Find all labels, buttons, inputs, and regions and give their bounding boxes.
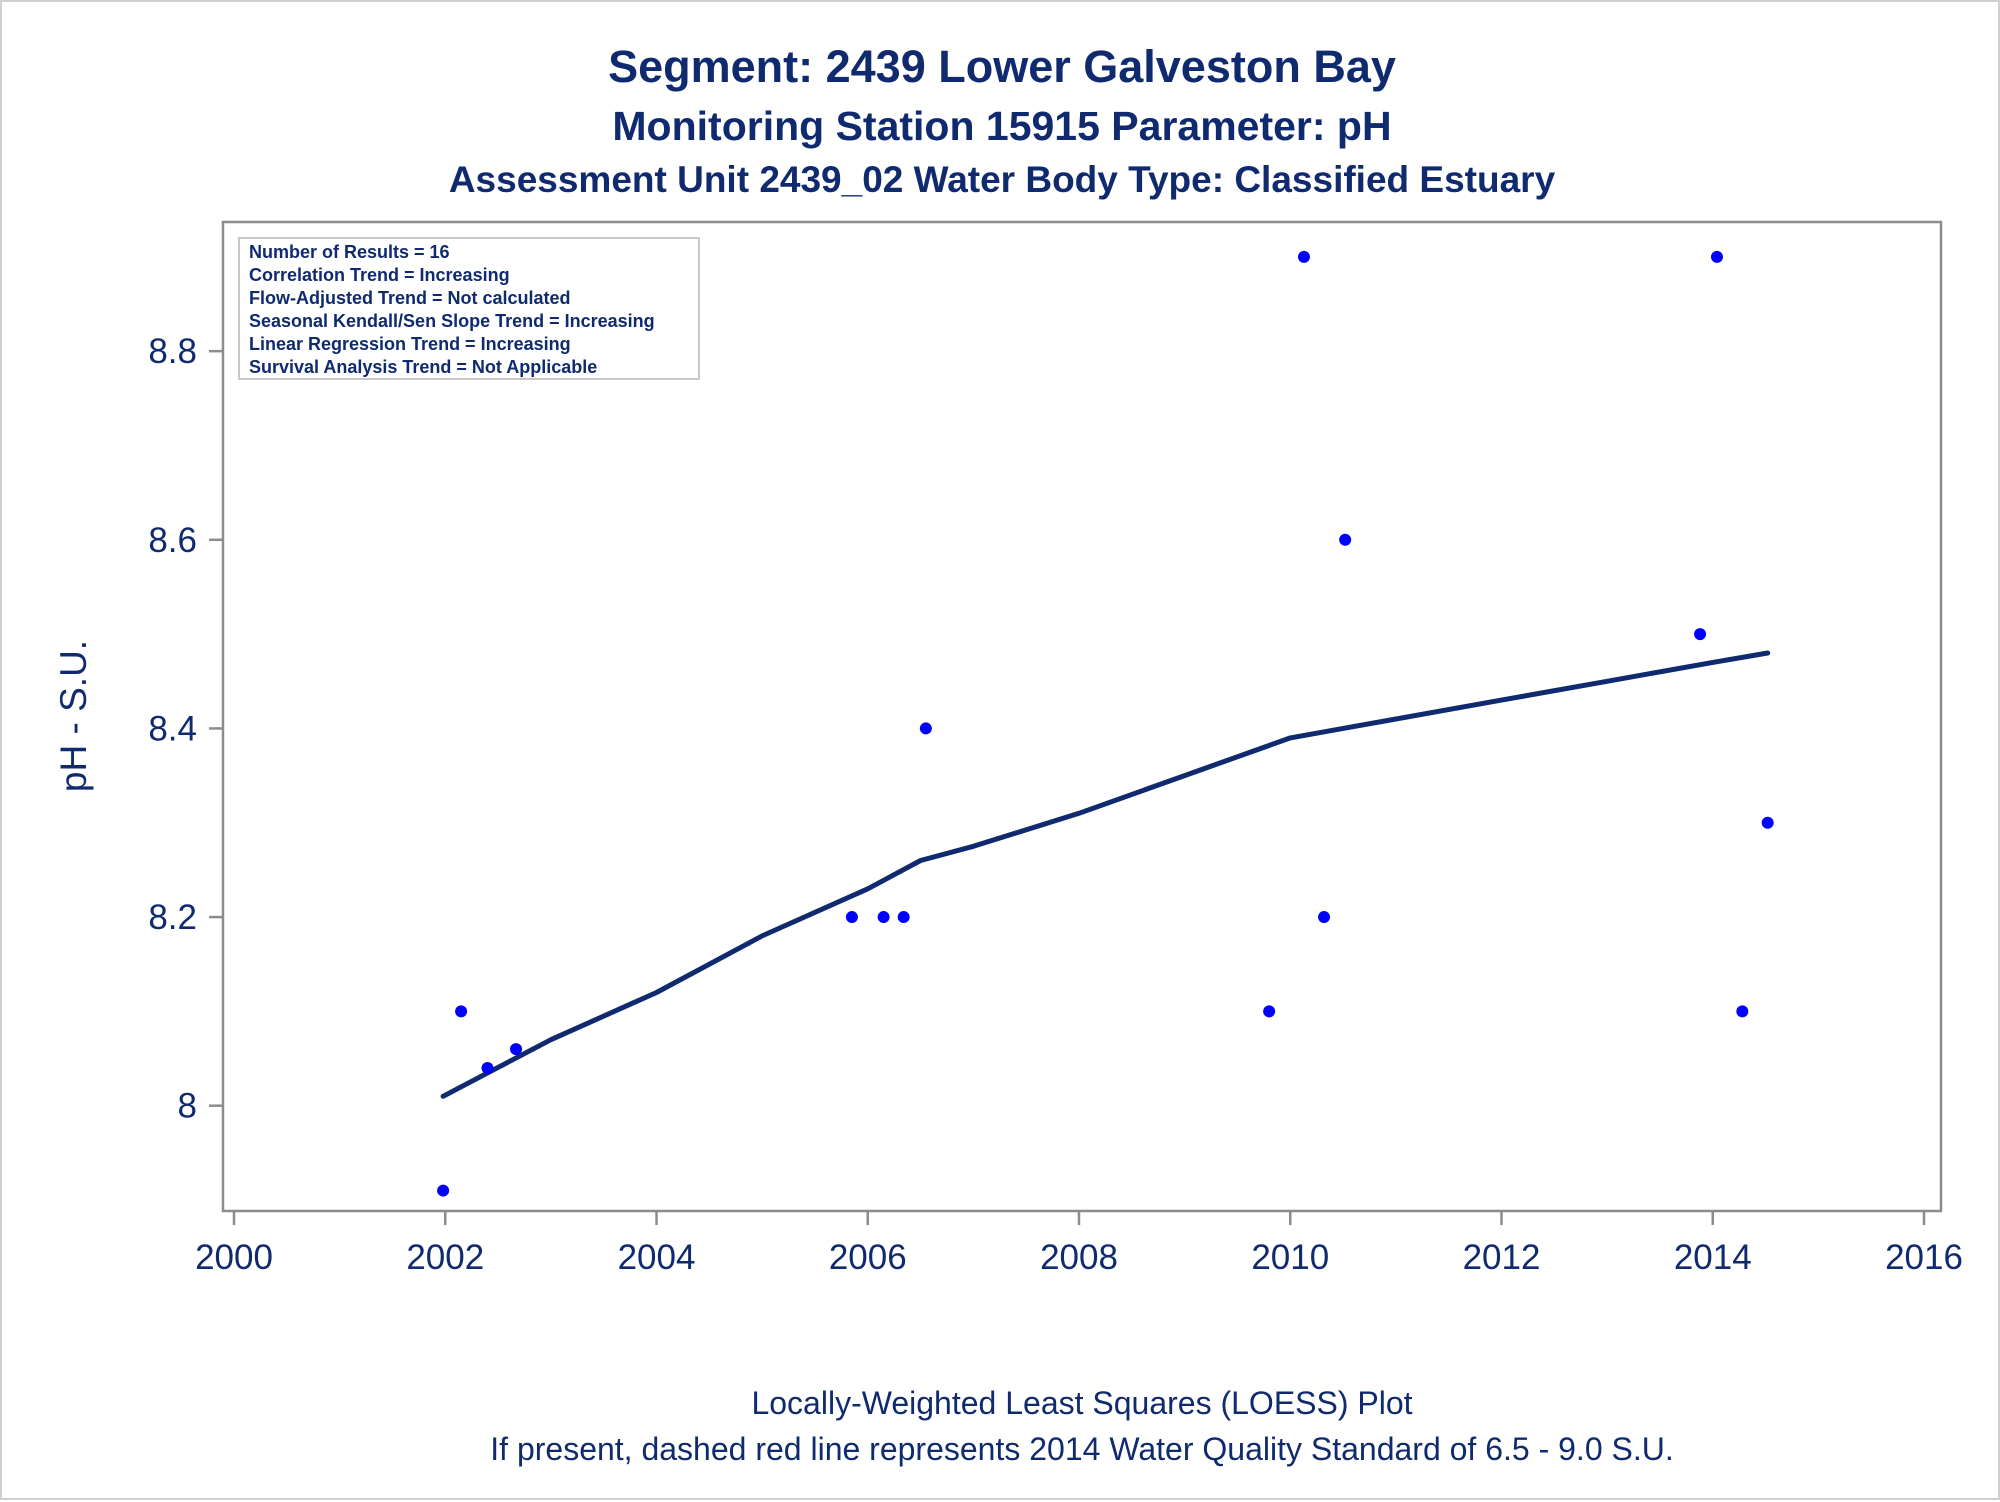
data-point: [1263, 1005, 1276, 1018]
legend-entry: Correlation Trend = Increasing: [249, 265, 510, 285]
data-point: [455, 1005, 468, 1018]
footnote-loess: Locally-Weighted Least Squares (LOESS) P…: [751, 1385, 1412, 1421]
y-tick-label: 8.8: [148, 332, 197, 371]
stats-legend-box: [238, 237, 700, 380]
loess-series: [440, 650, 1771, 1099]
x-tick-label: 2004: [618, 1238, 696, 1277]
y-tick-label: 8.4: [148, 709, 197, 748]
data-point: [1710, 250, 1723, 263]
data-point: [845, 911, 858, 924]
legend-entry: Flow-Adjusted Trend = Not calculated: [249, 288, 571, 308]
x-tick-label: 2002: [406, 1238, 484, 1277]
x-tick-label: 2016: [1885, 1238, 1963, 1277]
legend-entry: Linear Regression Trend = Increasing: [249, 334, 571, 354]
chart-subtitle: Monitoring Station 15915 Parameter: pH: [612, 103, 1391, 149]
data-point: [1736, 1005, 1749, 1018]
data-point: [1694, 628, 1707, 641]
y-tick-label: 8.2: [148, 898, 197, 937]
data-point: [919, 722, 932, 735]
legend-entry: Survival Analysis Trend = Not Applicable: [249, 357, 597, 377]
x-tick-label: 2008: [1040, 1238, 1118, 1277]
data-point: [481, 1061, 494, 1074]
chart-title: Segment: 2439 Lower Galveston Bay: [608, 41, 1396, 92]
legend-entry: Seasonal Kendall/Sen Slope Trend = Incre…: [249, 311, 655, 331]
stats-legend: Number of Results = 16 Correlation Trend…: [238, 237, 700, 380]
data-point: [877, 911, 890, 924]
x-axis: 2000 2002 2004 2006 2008 2010 2012 2014 2016: [195, 1211, 1963, 1277]
x-tick-label: 2012: [1463, 1238, 1541, 1277]
x-tick-label: 2010: [1251, 1238, 1329, 1277]
data-point: [1761, 816, 1774, 829]
loess-line: [440, 650, 1771, 1099]
y-tick-label: 8: [178, 1087, 197, 1126]
x-tick-label: 2006: [829, 1238, 907, 1277]
data-point: [437, 1184, 450, 1197]
legend-entry: Number of Results = 16: [249, 242, 450, 262]
x-tick-label: 2000: [195, 1238, 273, 1277]
data-point: [1339, 533, 1352, 546]
data-point: [1297, 250, 1310, 263]
data-point: [510, 1043, 523, 1056]
data-point: [1318, 911, 1331, 924]
footnote-standard: If present, dashed red line represents 2…: [490, 1431, 1673, 1467]
y-tick-label: 8.6: [148, 521, 197, 560]
data-point: [897, 911, 910, 924]
y-axis-label: pH - S.U.: [53, 640, 94, 792]
y-axis: 8 8.2 8.4 8.6 8.8: [148, 332, 223, 1126]
x-tick-label: 2014: [1674, 1238, 1752, 1277]
chart-subtitle-2: Assessment Unit 2439_02 Water Body Type:…: [449, 159, 1556, 200]
scatter-series: [437, 250, 1774, 1197]
plot-area-frame: [221, 220, 1943, 1213]
